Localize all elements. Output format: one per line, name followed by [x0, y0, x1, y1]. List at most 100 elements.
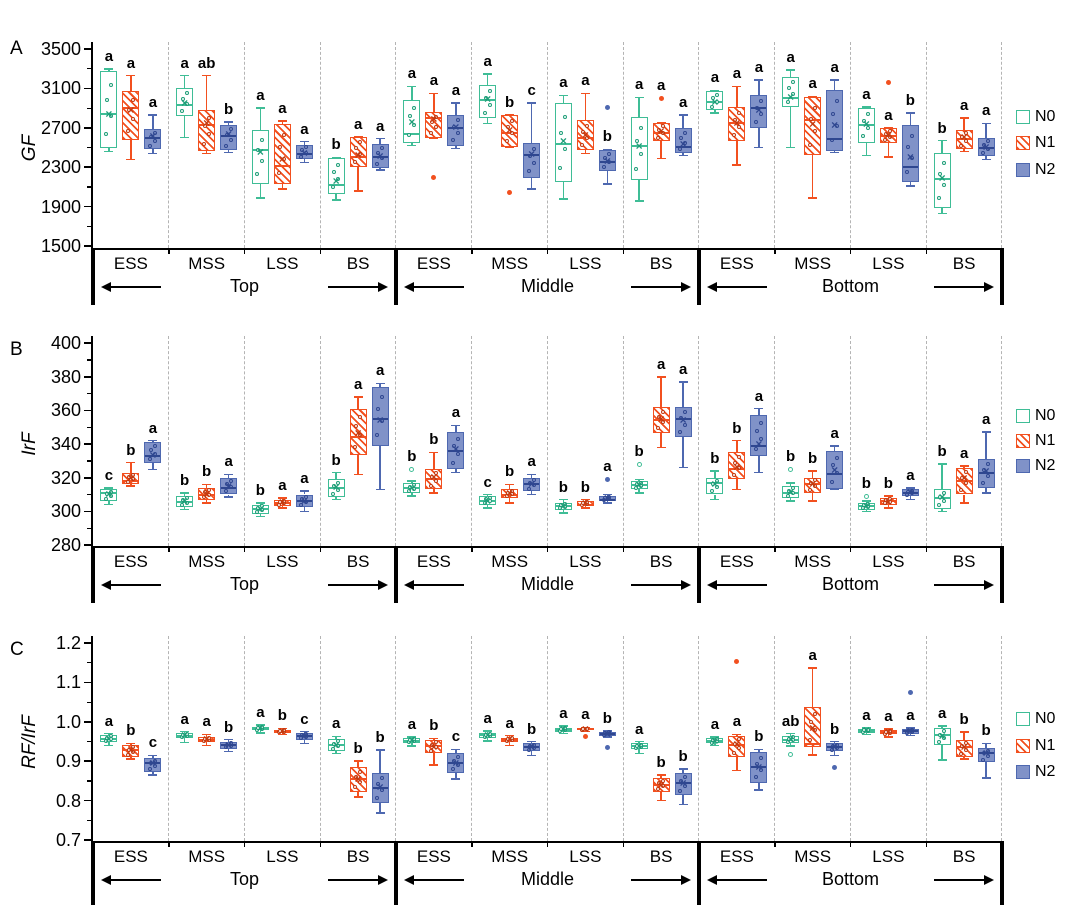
whisker-cap-lower: [710, 112, 720, 114]
data-point: [754, 428, 759, 433]
whisker-cap-upper: [656, 122, 666, 124]
y-tick-label: 0.8: [55, 790, 81, 811]
whisker-lower: [227, 748, 230, 752]
mean-marker: ×: [960, 739, 968, 754]
dashed-separator: [471, 336, 473, 546]
legend-entry-N1: N1: [1016, 431, 1076, 451]
median-line: [751, 766, 767, 769]
whisker-cap-upper: [527, 473, 537, 476]
whisker-cap-lower: [710, 744, 720, 747]
section-label: Top: [229, 276, 260, 296]
significance-letter: a: [710, 69, 720, 87]
data-point: [354, 774, 359, 779]
mean-marker: ×: [452, 756, 460, 771]
data-point: [661, 124, 666, 129]
data-point: [180, 498, 185, 503]
whisker-cap-lower: [580, 730, 590, 733]
whisker-upper: [486, 74, 489, 86]
data-point: [336, 162, 341, 167]
y-tick-label: 2300: [40, 157, 81, 178]
whisker-cap-lower: [104, 503, 114, 506]
arrow-right-head: [681, 281, 691, 292]
outlier-point: [604, 104, 610, 110]
data-point: [504, 494, 509, 499]
mean-marker: ×: [300, 728, 308, 743]
whisker-lower: [865, 732, 868, 735]
data-point: [753, 775, 758, 780]
data-point: [661, 784, 666, 789]
whisker-cap-upper: [527, 740, 537, 743]
x-boundary-tick: [546, 843, 549, 847]
whisker-cap-lower: [429, 137, 439, 140]
data-point: [380, 788, 385, 793]
y-tick-label: 1.2: [55, 633, 81, 653]
whisker-upper: [379, 138, 381, 144]
data-point: [531, 742, 536, 747]
whisker-cap-upper: [126, 461, 136, 464]
significance-letter: a: [148, 93, 158, 111]
data-point: [906, 144, 911, 149]
data-point: [304, 145, 309, 150]
data-point: [451, 124, 456, 129]
significance-letter: a: [483, 709, 492, 727]
whisker-lower: [758, 128, 760, 148]
x-boundary-tick: [546, 250, 549, 254]
group-label: ESS: [416, 254, 451, 273]
mean-marker: ×: [225, 478, 233, 493]
data-point: [942, 161, 947, 166]
data-point: [108, 113, 113, 118]
x-axis-line: [91, 546, 1004, 548]
whisker-upper: [530, 103, 533, 143]
x-boundary-tick: [622, 843, 624, 847]
group-label: MSS: [491, 847, 529, 866]
whisker-lower: [433, 489, 435, 493]
box-rect: [273, 123, 291, 184]
whisker-cap-lower: [224, 496, 234, 498]
significance-letter: a: [732, 65, 742, 83]
whisker-cap-lower: [786, 500, 796, 503]
whisker-cap-lower: [710, 498, 720, 501]
whisker-cap-upper: [678, 768, 688, 770]
significance-letter: a: [256, 87, 265, 105]
significance-letter: a: [862, 706, 871, 724]
box-rect: [479, 85, 497, 119]
whisker-cap-lower: [981, 492, 991, 494]
median-line: [956, 480, 972, 483]
y-tick-label: 380: [50, 366, 81, 387]
data-point: [255, 172, 260, 177]
data-point: [428, 748, 433, 753]
whisker-lower: [714, 110, 716, 114]
whisker-cap-lower: [353, 795, 363, 798]
data-point: [732, 741, 737, 746]
whisker-cap-lower: [786, 146, 796, 149]
mean-marker: ×: [635, 477, 643, 492]
data-point: [304, 494, 309, 499]
y-minor-tick: [87, 186, 92, 188]
whisker-lower: [562, 509, 565, 513]
y-tick: [84, 799, 92, 802]
arrow-left-shaft: [110, 583, 161, 587]
data-point: [580, 143, 585, 148]
data-point: [487, 102, 492, 107]
data-point: [982, 468, 987, 473]
whisker-cap-upper: [883, 495, 893, 498]
legend-label: N2: [1035, 763, 1056, 780]
whisker-cap-upper: [830, 740, 840, 743]
data-point: [683, 410, 688, 415]
whisker-cap-lower: [656, 157, 666, 160]
data-point: [201, 495, 206, 500]
whisker-cap-upper: [786, 69, 796, 72]
median-line: [934, 734, 950, 737]
data-point: [108, 494, 113, 499]
mean-marker: ×: [787, 89, 795, 104]
significance-letter: a: [884, 106, 893, 124]
whisker-cap-upper: [580, 92, 590, 95]
data-point: [563, 502, 568, 507]
data-point: [179, 503, 184, 508]
data-point: [407, 737, 412, 742]
y-tick: [84, 375, 92, 378]
whisker-cap-lower: [527, 493, 537, 496]
whisker-cap-upper: [981, 122, 991, 125]
x-boundary-tick: [471, 843, 473, 847]
significance-letter: b: [126, 441, 136, 459]
